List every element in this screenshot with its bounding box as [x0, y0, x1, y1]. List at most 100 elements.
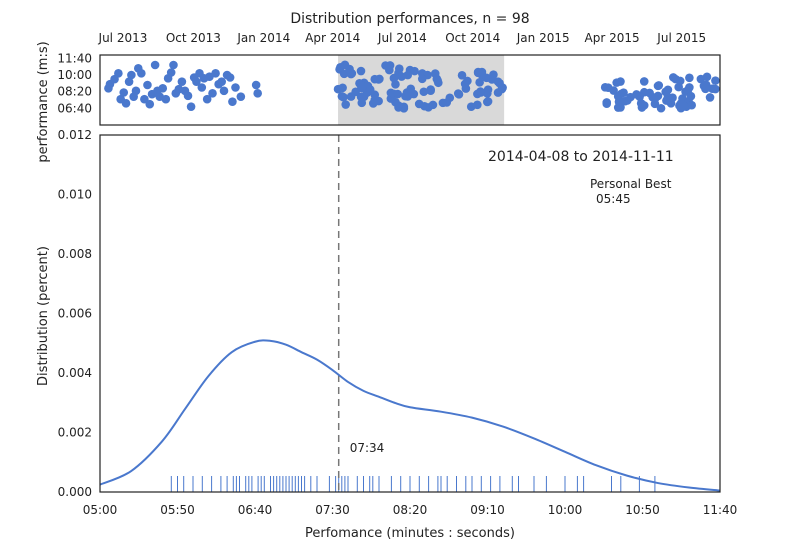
bottom-y-tick-label: 0.004 — [58, 366, 92, 380]
bottom-x-tick-label: 11:40 — [703, 503, 738, 517]
scatter-point — [211, 69, 220, 78]
scatter-point — [653, 81, 663, 91]
scatter-point — [236, 92, 246, 101]
top-x-tick-label: Oct 2013 — [166, 31, 221, 45]
scatter-point — [346, 92, 356, 101]
scatter-point — [202, 94, 212, 104]
scatter-point — [228, 97, 237, 106]
scatter-point — [711, 84, 720, 94]
top-y-tick-label: 11:40 — [57, 51, 92, 65]
top-y-tick-label: 06:40 — [57, 101, 92, 115]
scatter-point — [357, 98, 367, 108]
top-x-tick-label: Apr 2015 — [585, 31, 640, 45]
scatter-point — [650, 94, 660, 103]
scatter-point — [661, 87, 670, 97]
top-x-tick-label: Apr 2014 — [305, 31, 360, 45]
scatter-point — [346, 69, 356, 79]
scatter-point — [645, 88, 654, 98]
scatter-point — [393, 89, 403, 99]
scatter-point — [674, 82, 683, 92]
scatter-point — [225, 73, 235, 82]
scatter-point — [463, 76, 472, 86]
scatter-point — [217, 77, 227, 86]
top-x-tick-label: Jul 2013 — [98, 31, 148, 45]
bottom-y-tick-label: 0.002 — [58, 426, 92, 440]
scatter-point — [702, 72, 712, 82]
scatter-point — [150, 60, 160, 70]
scatter-point — [365, 85, 375, 94]
bottom-plot-frame — [99, 134, 721, 493]
scatter-point — [114, 69, 123, 78]
scatter-point — [616, 77, 625, 86]
scatter-points — [104, 60, 720, 113]
scatter-point — [493, 77, 503, 86]
distribution-line — [99, 339, 721, 492]
scatter-point — [127, 70, 136, 80]
scatter-point — [401, 91, 410, 101]
scatter-point — [623, 96, 632, 105]
date-range-annotation: 2014-04-08 to 2014-11-11 — [488, 149, 674, 165]
scatter-point — [119, 88, 129, 97]
bottom-y-tick-label: 0.012 — [58, 128, 92, 142]
scatter-point — [639, 77, 649, 86]
top-x-tick-label: Jan 2014 — [236, 31, 290, 45]
personal-best-label: Personal Best — [590, 177, 672, 191]
top-y-tick-labels: 11:40 10:00 08:20 06:40 — [57, 51, 92, 115]
bottom-x-tick-label: 06:40 — [238, 503, 273, 517]
scatter-point — [701, 84, 710, 94]
scatter-point — [687, 100, 696, 110]
scatter-point — [253, 89, 262, 98]
scatter-point — [145, 99, 155, 109]
top-chart-title: Distribution performances, n = 98 — [290, 11, 529, 27]
bottom-x-tick-label: 09:10 — [470, 503, 505, 517]
scatter-point — [428, 100, 438, 110]
scatter-point — [208, 89, 217, 98]
scatter-point — [662, 96, 671, 105]
scatter-point — [414, 99, 424, 109]
scatter-point — [483, 97, 493, 106]
scatter-point — [497, 84, 507, 94]
bottom-y-axis-label: Distribution (percent) — [36, 246, 51, 386]
scatter-point — [161, 94, 171, 104]
bottom-y-tick-label: 0.010 — [58, 188, 92, 202]
bottom-x-axis-label: Perfomance (minutes : seconds) — [305, 526, 515, 541]
scatter-point — [231, 83, 240, 92]
scatter-point — [166, 68, 176, 77]
scatter-point — [609, 86, 618, 95]
top-x-tick-label: Oct 2014 — [445, 31, 500, 45]
scatter-point — [619, 88, 628, 97]
scatter-point — [394, 101, 403, 110]
scatter-point — [483, 89, 492, 98]
scatter-point — [473, 67, 483, 77]
scatter-point — [685, 73, 694, 83]
scatter-point — [410, 66, 419, 76]
bottom-x-tick-label: 05:50 — [160, 503, 195, 517]
top-x-tick-label: Jul 2015 — [656, 31, 706, 45]
scatter-point — [466, 102, 476, 112]
top-x-tick-label: Jul 2014 — [377, 31, 427, 45]
scatter-point — [676, 103, 686, 113]
scatter-point — [137, 69, 146, 78]
scatter-point — [475, 78, 484, 87]
scatter-point — [385, 65, 394, 75]
scatter-point — [403, 70, 413, 80]
scatter-point — [476, 87, 485, 96]
scatter-point — [419, 87, 429, 97]
bottom-x-tick-labels: 05:00 05:50 06:40 07:30 08:20 09:10 10:00 10:50… — [83, 503, 738, 517]
bottom-x-tick-label: 10:00 — [548, 503, 583, 517]
top-plot-frame — [99, 54, 721, 126]
top-y-tick-label: 10:00 — [57, 68, 92, 82]
scatter-point — [169, 60, 178, 70]
top-x-tick-labels: Jul 2013 Oct 2013 Jan 2014 Apr 2014 Jul 2014… — [98, 31, 707, 45]
scatter-point — [374, 75, 383, 84]
scatter-point — [711, 76, 720, 85]
bottom-y-tick-label: 0.000 — [58, 485, 92, 499]
scatter-point — [251, 80, 261, 90]
scatter-point — [602, 98, 612, 107]
scatter-point — [438, 98, 448, 108]
vertical-line-label: 07:34 — [350, 441, 385, 455]
rug-marks — [170, 476, 656, 492]
personal-best-value: 05:45 — [596, 192, 631, 206]
scatter-point — [374, 96, 383, 106]
